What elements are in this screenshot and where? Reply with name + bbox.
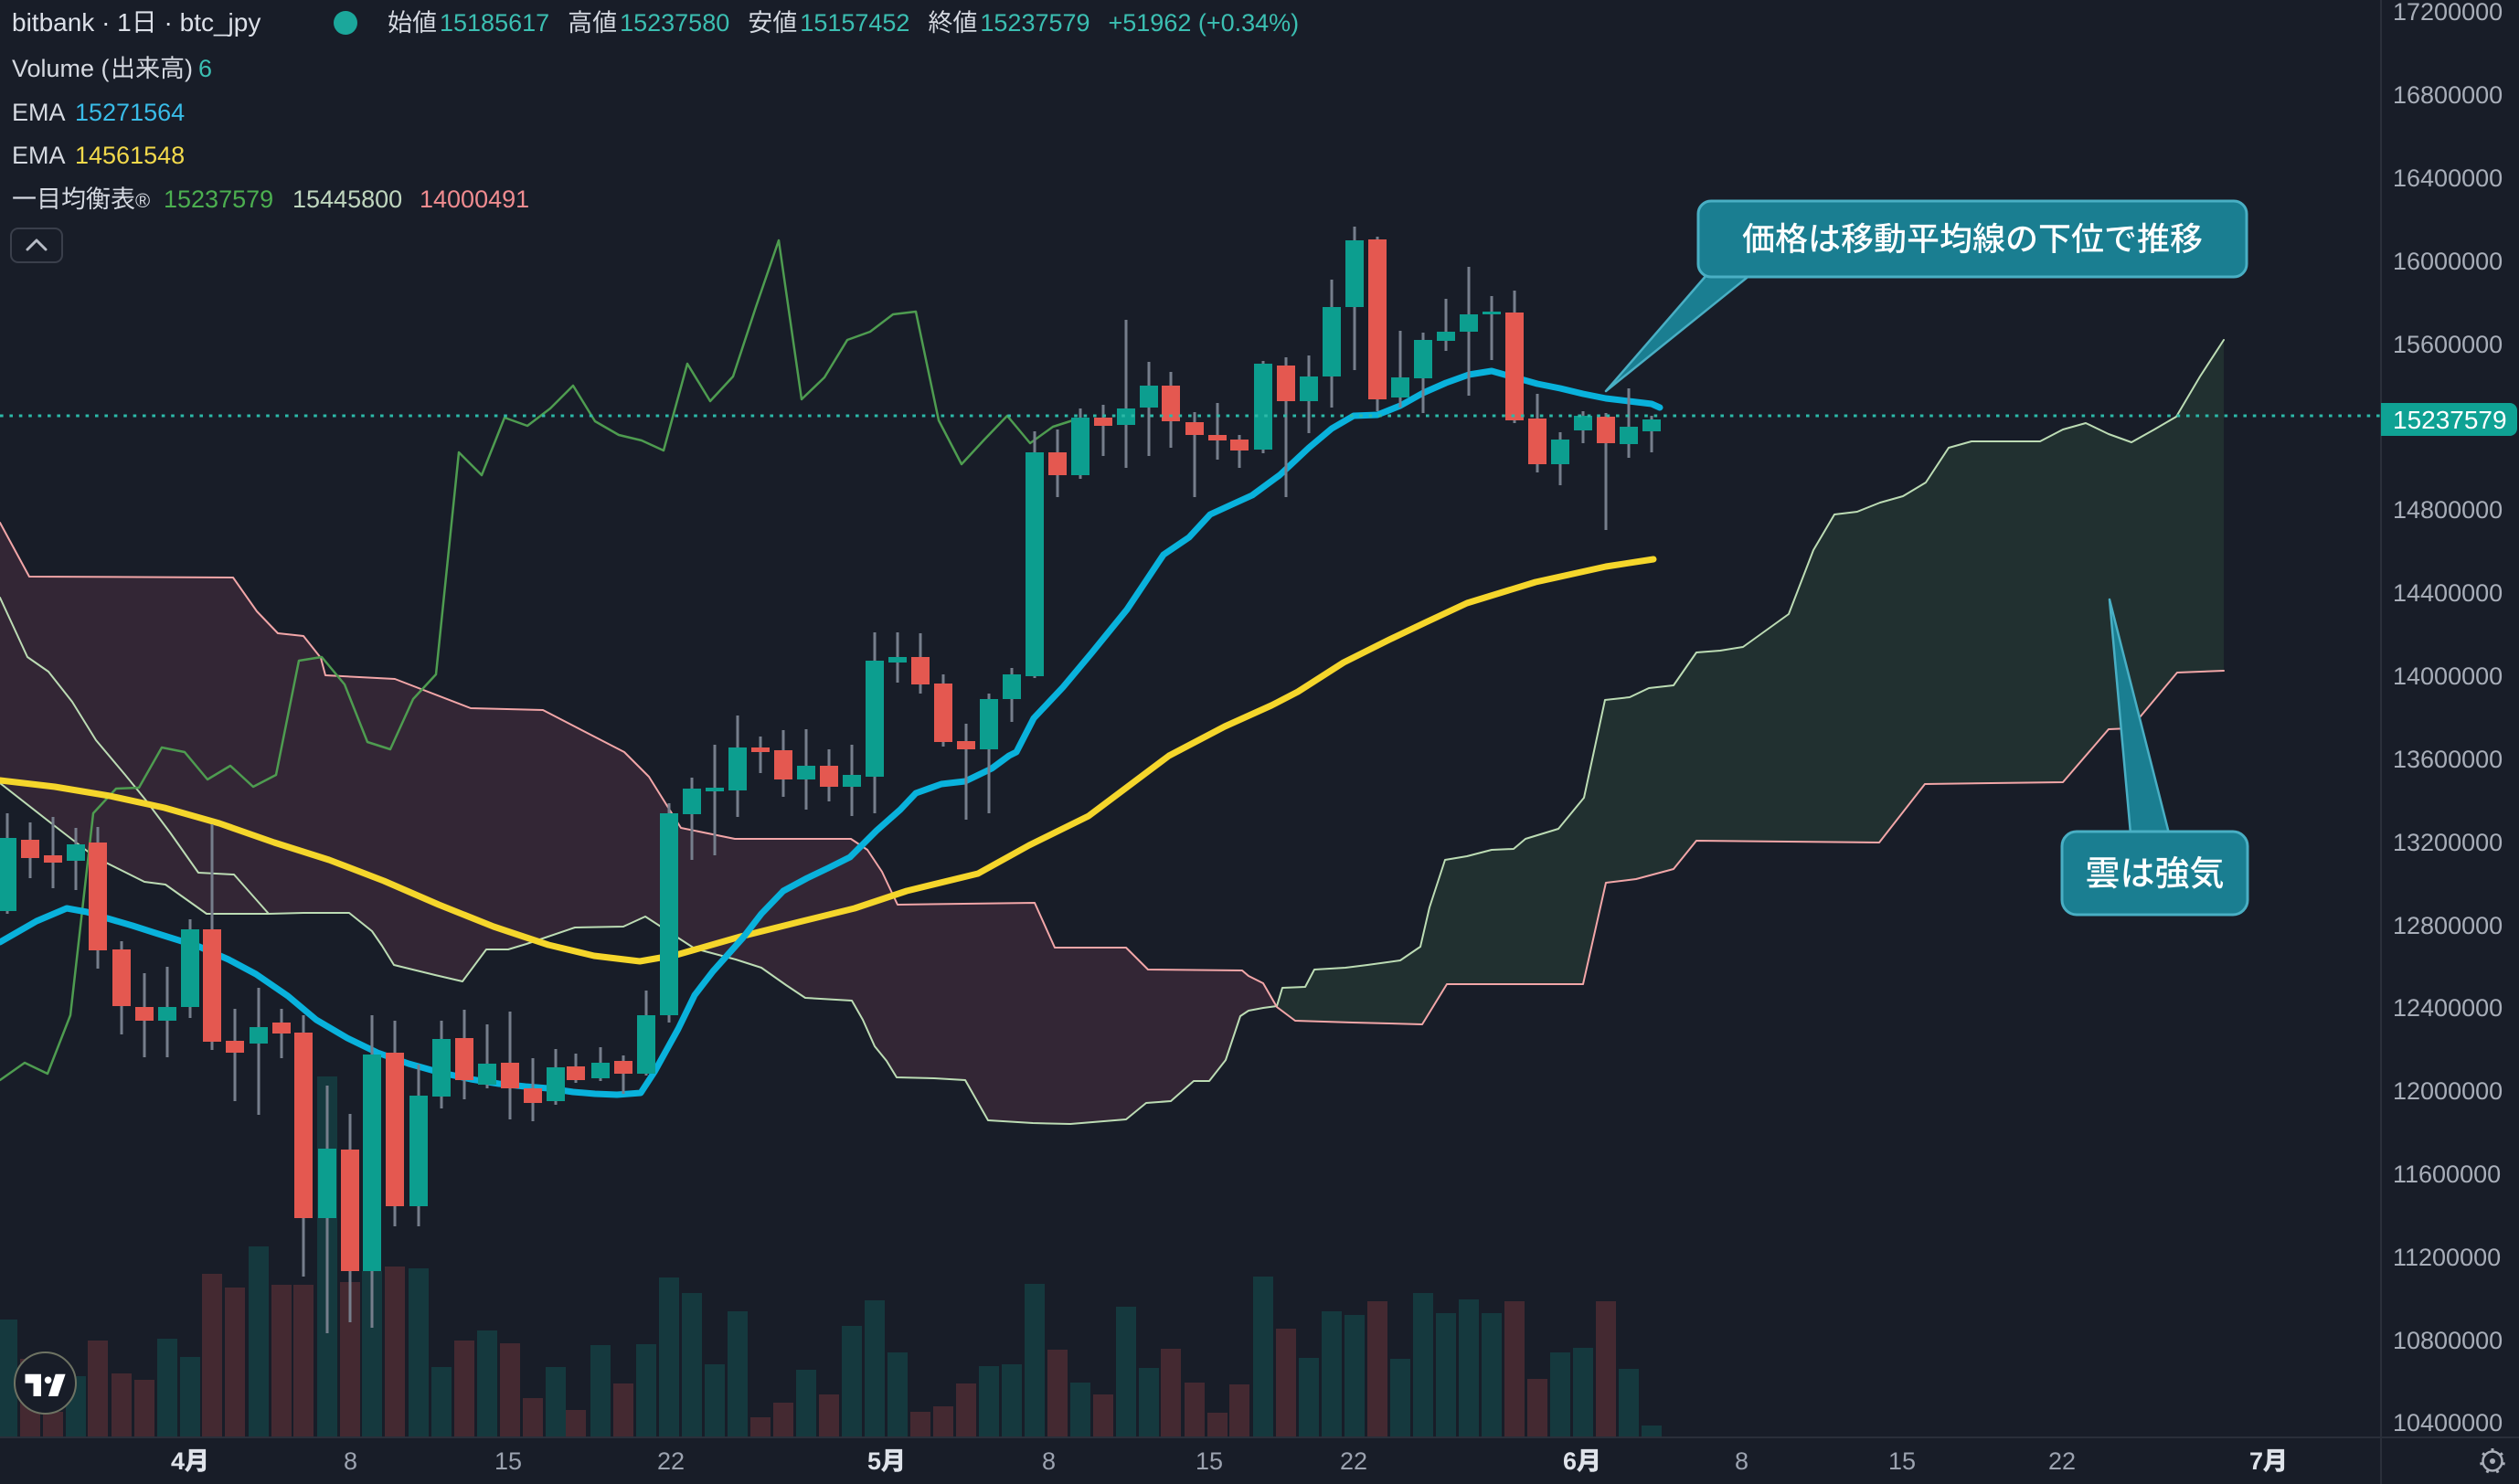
svg-text:EMA: EMA <box>12 142 66 169</box>
svg-text:14000491: 14000491 <box>420 186 529 213</box>
svg-text:15237579: 15237579 <box>980 9 1089 37</box>
svg-text:11200000: 11200000 <box>2393 1244 2501 1271</box>
svg-text:12000000: 12000000 <box>2393 1077 2503 1105</box>
svg-text:16800000: 16800000 <box>2393 81 2503 109</box>
svg-text:15157452: 15157452 <box>800 9 909 37</box>
svg-text:14800000: 14800000 <box>2393 496 2503 524</box>
svg-text:): ) <box>185 55 193 82</box>
svg-text:15600000: 15600000 <box>2393 331 2503 358</box>
svg-text:15185617: 15185617 <box>440 9 549 37</box>
svg-text:Volume (: Volume ( <box>12 55 110 82</box>
svg-text:11600000: 11600000 <box>2393 1161 2501 1188</box>
svg-text:22: 22 <box>1340 1447 1367 1475</box>
svg-text:8: 8 <box>344 1447 357 1475</box>
svg-text:15: 15 <box>1888 1447 1916 1475</box>
svg-text:15237579: 15237579 <box>2393 406 2507 434</box>
svg-text:15: 15 <box>494 1447 522 1475</box>
svg-text:15237580: 15237580 <box>620 9 729 37</box>
svg-text:®: ® <box>135 189 150 212</box>
svg-text:EMA: EMA <box>12 99 66 126</box>
svg-text:15271564: 15271564 <box>75 99 185 126</box>
svg-text:16000000: 16000000 <box>2393 248 2503 275</box>
svg-text:10400000: 10400000 <box>2393 1409 2503 1436</box>
svg-text:12400000: 12400000 <box>2393 994 2503 1022</box>
svg-text:4: 4 <box>171 1447 185 1475</box>
svg-text:13200000: 13200000 <box>2393 829 2503 856</box>
svg-text:8: 8 <box>1042 1447 1056 1475</box>
svg-text:8: 8 <box>1735 1447 1748 1475</box>
svg-text:15445800: 15445800 <box>292 186 402 213</box>
svg-text:· btc_jpy: · btc_jpy <box>157 8 261 37</box>
svg-text:13600000: 13600000 <box>2393 746 2503 773</box>
svg-text:15: 15 <box>1196 1447 1223 1475</box>
svg-text:7: 7 <box>2249 1447 2263 1475</box>
svg-text:6: 6 <box>1563 1447 1577 1475</box>
svg-text:12800000: 12800000 <box>2393 912 2503 939</box>
svg-text:14000000: 14000000 <box>2393 662 2503 690</box>
svg-text:10800000: 10800000 <box>2393 1327 2503 1354</box>
svg-text:14400000: 14400000 <box>2393 579 2503 607</box>
svg-text:bitbank · 1: bitbank · 1 <box>12 8 132 37</box>
svg-text:16400000: 16400000 <box>2393 164 2503 192</box>
svg-text:5: 5 <box>867 1447 881 1475</box>
svg-text:6: 6 <box>198 55 212 82</box>
svg-text:15237579: 15237579 <box>164 186 273 213</box>
svg-text:+51962 (+0.34%): +51962 (+0.34%) <box>1109 9 1300 37</box>
svg-text:17200000: 17200000 <box>2393 0 2503 26</box>
svg-text:22: 22 <box>657 1447 685 1475</box>
svg-text:14561548: 14561548 <box>75 142 185 169</box>
svg-text:22: 22 <box>2048 1447 2076 1475</box>
